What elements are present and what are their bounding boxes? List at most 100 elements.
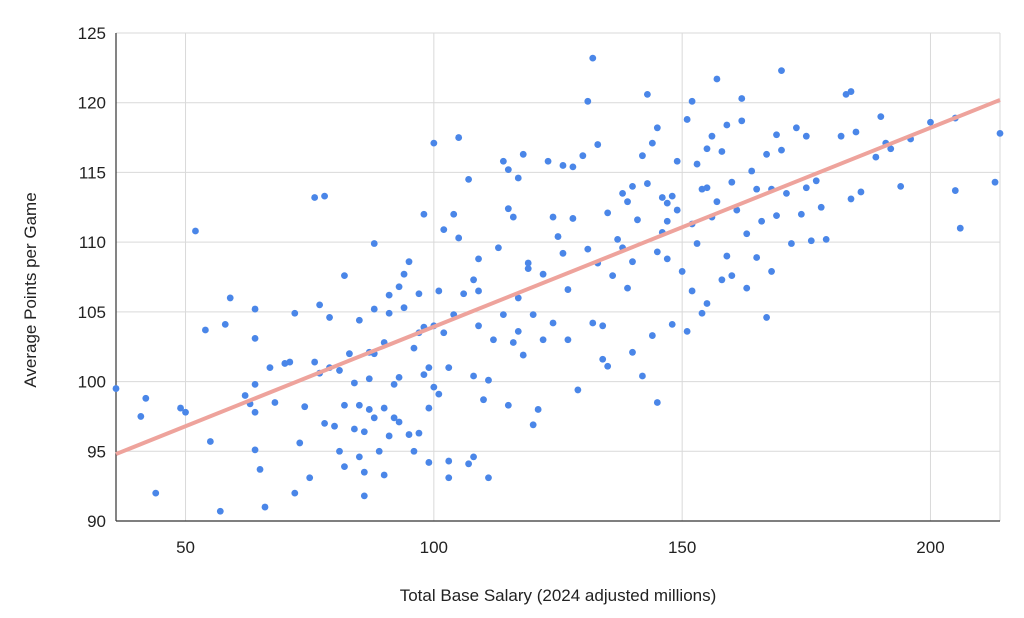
data-point bbox=[465, 460, 473, 468]
data-point bbox=[723, 121, 731, 129]
data-point bbox=[763, 314, 770, 321]
data-point bbox=[648, 139, 656, 147]
data-point bbox=[584, 97, 592, 105]
data-point bbox=[569, 163, 577, 171]
data-point bbox=[435, 287, 443, 295]
data-point bbox=[177, 404, 184, 412]
data-point bbox=[763, 150, 770, 158]
data-point bbox=[311, 194, 319, 201]
data-point bbox=[887, 145, 895, 153]
data-point bbox=[589, 319, 597, 327]
data-point bbox=[678, 268, 686, 275]
data-point bbox=[683, 116, 691, 123]
data-point bbox=[683, 327, 691, 335]
data-point bbox=[331, 422, 338, 430]
data-point bbox=[470, 276, 477, 284]
data-point bbox=[251, 334, 259, 342]
data-point bbox=[559, 162, 567, 169]
data-point bbox=[778, 146, 785, 154]
data-point bbox=[688, 97, 696, 105]
data-point bbox=[504, 166, 512, 174]
data-point bbox=[639, 372, 646, 380]
data-point bbox=[673, 157, 681, 165]
data-point bbox=[485, 376, 492, 384]
data-point bbox=[385, 432, 393, 440]
x-tick-label: 150 bbox=[668, 538, 696, 557]
data-point bbox=[410, 344, 418, 352]
data-point bbox=[544, 157, 552, 165]
data-point bbox=[996, 129, 1004, 137]
data-point bbox=[430, 139, 438, 147]
data-points bbox=[112, 54, 1004, 515]
data-point bbox=[360, 428, 368, 436]
data-point bbox=[643, 180, 651, 187]
data-point bbox=[783, 189, 790, 197]
data-point bbox=[653, 124, 661, 132]
data-point bbox=[405, 431, 413, 438]
data-point bbox=[927, 118, 934, 126]
data-point bbox=[733, 206, 741, 214]
data-point bbox=[380, 404, 388, 412]
data-point bbox=[465, 176, 473, 183]
data-point bbox=[703, 184, 711, 192]
data-point bbox=[485, 474, 492, 482]
data-point bbox=[663, 199, 671, 207]
data-point bbox=[355, 316, 363, 324]
data-point bbox=[549, 213, 557, 221]
data-point bbox=[519, 351, 527, 359]
data-point bbox=[286, 358, 294, 366]
data-point bbox=[728, 272, 736, 280]
data-point bbox=[326, 314, 333, 321]
data-point bbox=[395, 418, 403, 426]
data-point bbox=[703, 145, 711, 153]
data-point bbox=[380, 471, 388, 479]
data-point bbox=[514, 327, 522, 335]
data-point bbox=[480, 396, 487, 404]
data-point bbox=[624, 198, 631, 206]
data-point bbox=[698, 309, 706, 317]
data-point bbox=[589, 54, 597, 62]
data-point bbox=[336, 447, 343, 455]
data-point bbox=[519, 150, 527, 158]
data-point bbox=[792, 124, 800, 132]
data-point bbox=[385, 309, 393, 317]
x-axis-title: Total Base Salary (2024 adjusted million… bbox=[400, 586, 717, 605]
data-point bbox=[653, 248, 661, 256]
data-point bbox=[137, 413, 145, 420]
data-point bbox=[539, 336, 547, 344]
data-point bbox=[360, 468, 368, 476]
data-point bbox=[341, 272, 348, 280]
data-point bbox=[624, 284, 631, 292]
data-point bbox=[341, 463, 348, 471]
data-point bbox=[713, 198, 721, 206]
data-point bbox=[847, 195, 855, 203]
data-point bbox=[355, 453, 363, 461]
data-point bbox=[415, 429, 423, 437]
data-point bbox=[748, 167, 756, 175]
data-point bbox=[812, 177, 820, 185]
data-point bbox=[475, 322, 482, 330]
data-point bbox=[807, 237, 815, 245]
x-tick-label: 200 bbox=[916, 538, 944, 557]
data-point bbox=[440, 226, 448, 233]
data-point bbox=[346, 350, 353, 358]
data-point bbox=[152, 489, 160, 497]
data-point bbox=[658, 194, 666, 201]
data-point bbox=[504, 205, 512, 213]
data-point bbox=[425, 364, 433, 372]
data-point bbox=[529, 311, 537, 319]
data-point bbox=[504, 401, 512, 409]
data-point bbox=[182, 408, 189, 416]
data-point bbox=[713, 75, 721, 83]
data-point bbox=[956, 224, 964, 232]
data-point bbox=[112, 385, 120, 392]
tick-labels: 90 95 100 105 110 115 120 125 50 100 150 200 bbox=[78, 24, 945, 557]
data-point bbox=[301, 403, 309, 411]
data-point bbox=[639, 152, 646, 160]
data-point bbox=[738, 117, 746, 125]
data-point bbox=[549, 319, 557, 327]
data-point bbox=[643, 90, 651, 98]
gridlines bbox=[116, 32, 1001, 522]
data-point bbox=[390, 380, 398, 388]
